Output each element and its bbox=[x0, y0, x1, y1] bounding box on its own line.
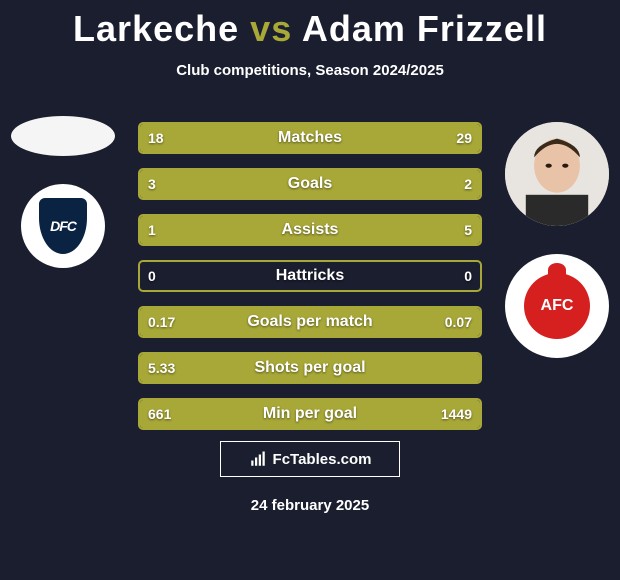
player1-name: Larkeche bbox=[73, 8, 239, 49]
player2-name: Adam Frizzell bbox=[302, 8, 547, 49]
comparison-title: Larkeche vs Adam Frizzell bbox=[0, 0, 620, 50]
stat-value-right: 5 bbox=[464, 222, 472, 238]
player1-avatar bbox=[11, 116, 115, 156]
vs-label: vs bbox=[250, 8, 292, 49]
stat-value-right: 29 bbox=[456, 130, 472, 146]
stat-value-right: 0 bbox=[464, 268, 472, 284]
stat-row: 18Matches29 bbox=[138, 122, 482, 154]
stat-value-right: 1449 bbox=[441, 406, 472, 422]
player2-avatar bbox=[505, 122, 609, 226]
site-name: FcTables.com bbox=[273, 451, 372, 468]
stat-label: Assists bbox=[140, 221, 480, 239]
stat-label: Hattricks bbox=[140, 267, 480, 285]
stats-panel: 18Matches29 3Goals2 1Assists5 0Hattricks0 0.… bbox=[138, 122, 482, 444]
chart-icon bbox=[249, 450, 267, 468]
stat-row: 0.17Goals per match0.07 bbox=[138, 306, 482, 338]
stat-row: 3Goals2 bbox=[138, 168, 482, 200]
club2-text: AFC bbox=[541, 297, 574, 315]
left-column: DFC bbox=[8, 116, 118, 268]
stat-value-right: 0.07 bbox=[445, 314, 472, 330]
stat-label: Shots per goal bbox=[140, 359, 480, 377]
stat-row: 1Assists5 bbox=[138, 214, 482, 246]
stat-label: Goals bbox=[140, 175, 480, 193]
subtitle: Club competitions, Season 2024/2025 bbox=[0, 62, 620, 79]
stat-row: 0Hattricks0 bbox=[138, 260, 482, 292]
stat-row: 661Min per goal1449 bbox=[138, 398, 482, 430]
stat-row: 5.33Shots per goal bbox=[138, 352, 482, 384]
right-column: AFC bbox=[502, 122, 612, 358]
stat-label: Goals per match bbox=[140, 313, 480, 331]
player1-club-badge: DFC bbox=[21, 184, 105, 268]
club1-shield: DFC bbox=[39, 198, 87, 254]
stat-value-right: 2 bbox=[464, 176, 472, 192]
stat-label: Matches bbox=[140, 129, 480, 147]
site-logo: FcTables.com bbox=[220, 441, 400, 477]
stat-label: Min per goal bbox=[140, 405, 480, 423]
club2-shield: AFC bbox=[524, 273, 590, 339]
footer-date: 24 february 2025 bbox=[0, 497, 620, 514]
player2-club-badge: AFC bbox=[505, 254, 609, 358]
